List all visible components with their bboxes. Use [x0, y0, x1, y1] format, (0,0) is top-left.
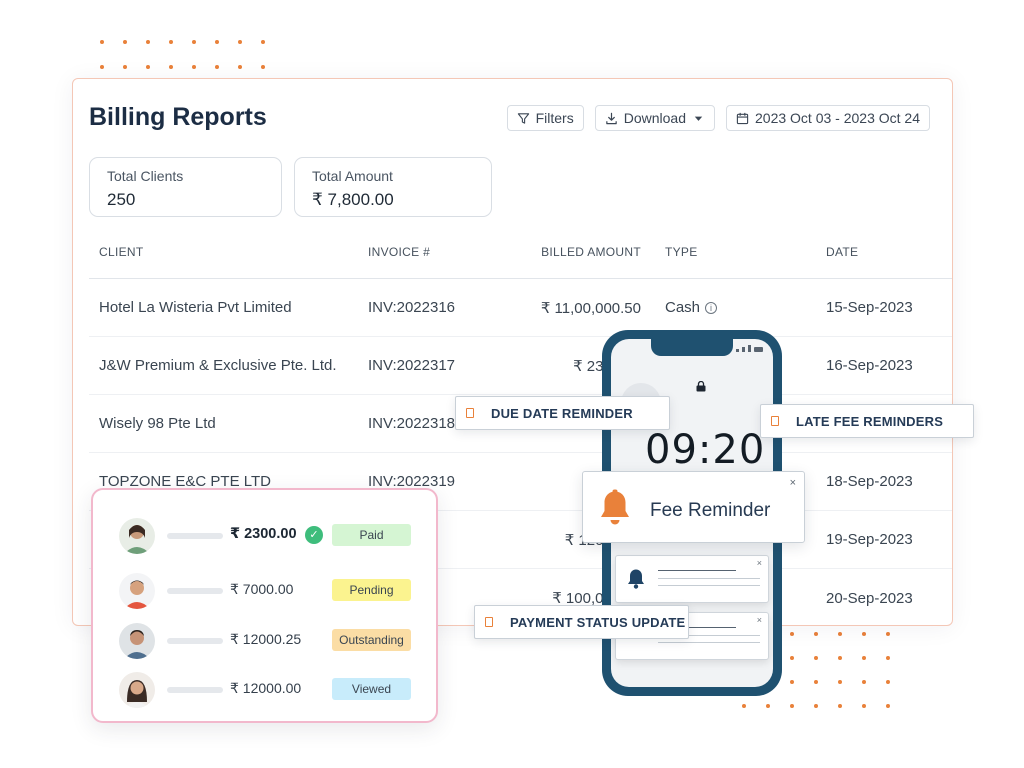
status-badge: Paid — [332, 524, 411, 546]
status-row[interactable]: ₹ 2300.00 ✓ Paid — [119, 516, 419, 556]
phone-clock: 09:20 — [645, 427, 766, 473]
column-header-date[interactable]: DATE — [826, 244, 859, 259]
status-amount: ₹ 12000.00 — [230, 680, 302, 696]
status-row[interactable]: ₹ 12000.25 Outstanding — [119, 621, 419, 661]
status-badge: Viewed — [332, 678, 411, 700]
table-header: CLIENT INVOICE # BILLED AMOUNT TYPE DATE — [89, 225, 952, 279]
cell-type: Cash i — [655, 299, 816, 316]
document-icon — [466, 408, 474, 418]
column-header-type[interactable]: TYPE — [665, 244, 698, 259]
close-icon[interactable]: × — [789, 477, 796, 489]
avatar — [119, 672, 155, 708]
payment-status-update-tag[interactable]: PAYMENT STATUS UPDATE — [474, 605, 689, 639]
document-icon — [485, 617, 493, 627]
late-fee-reminders-tag[interactable]: LATE FEE REMINDERS — [760, 404, 974, 438]
placeholder-bar — [167, 687, 223, 693]
column-header-billed-amount[interactable]: BILLED AMOUNT — [541, 244, 641, 259]
calendar-icon — [736, 112, 749, 124]
cell-invoice: INV:2022317 — [368, 357, 456, 374]
check-icon: ✓ — [305, 526, 323, 544]
close-icon[interactable]: × — [756, 558, 762, 568]
total-amount-stat: Total Amount ₹ 7,800.00 — [294, 157, 492, 217]
total-clients-value: 250 — [107, 190, 136, 209]
total-amount-label: Total Amount — [312, 168, 393, 184]
download-icon — [605, 112, 617, 124]
cell-client: Hotel La Wisteria Pvt Limited — [99, 299, 292, 316]
total-clients-label: Total Clients — [107, 168, 184, 184]
date-range-picker[interactable]: 2023 Oct 03 - 2023 Oct 24 — [726, 105, 930, 131]
cell-date: 16-Sep-2023 — [826, 357, 913, 374]
cell-invoice: INV:2022318 — [368, 415, 456, 432]
decorative-dots-top — [100, 40, 265, 69]
placeholder-bar — [167, 533, 223, 539]
cell-invoice: INV:2022319 — [368, 473, 456, 490]
download-button[interactable]: Download — [594, 105, 715, 131]
status-badge: Pending — [332, 579, 411, 601]
document-icon — [771, 416, 779, 426]
status-row[interactable]: ₹ 7000.00 Pending — [119, 571, 419, 611]
cell-amount: ₹ 11,00,000.50 — [540, 299, 641, 317]
fee-reminder-title: Fee Reminder — [650, 500, 771, 521]
status-amount: ₹ 12000.25 — [230, 631, 302, 647]
report-toolbar: Filters Download 2023 Oct 03 - 2023 Oct … — [506, 105, 930, 131]
avatar — [119, 623, 155, 659]
close-icon[interactable]: × — [756, 615, 762, 625]
cell-client: TOPZONE E&C PTE LTD — [99, 473, 271, 490]
placeholder-bar — [167, 588, 223, 594]
download-label: Download — [623, 110, 686, 126]
cell-date: 20-Sep-2023 — [826, 589, 913, 607]
status-amount: ₹ 7000.00 — [230, 581, 294, 597]
chevron-down-icon — [694, 116, 703, 121]
cell-client: Wisely 98 Pte Ltd — [99, 415, 216, 432]
due-date-reminder-tag[interactable]: DUE DATE REMINDER — [455, 396, 670, 430]
status-amount: ₹ 2300.00 — [230, 526, 297, 542]
late-fee-reminders-label: LATE FEE REMINDERS — [796, 413, 944, 429]
column-header-invoice[interactable]: INVOICE # — [368, 244, 431, 259]
cell-client: J&W Premium & Exclusive Pte. Ltd. — [99, 357, 337, 374]
avatar — [119, 518, 155, 554]
cell-date: 19-Sep-2023 — [826, 531, 913, 548]
bell-icon — [628, 569, 644, 589]
table-row[interactable]: Hotel La Wisteria Pvt Limited INV:202231… — [89, 279, 952, 337]
lock-icon — [696, 381, 706, 392]
bell-icon — [601, 489, 629, 525]
filter-icon — [517, 112, 529, 124]
payment-status-update-label: PAYMENT STATUS UPDATE — [510, 614, 686, 630]
filters-button[interactable]: Filters — [506, 105, 584, 131]
cell-date: 15-Sep-2023 — [826, 299, 913, 316]
fee-reminder-notification[interactable]: Fee Reminder × — [582, 471, 805, 543]
placeholder-bar — [167, 638, 223, 644]
info-icon[interactable]: i — [705, 302, 718, 314]
column-header-client[interactable]: CLIENT — [99, 244, 144, 259]
phone-status-icons — [736, 345, 763, 352]
status-row[interactable]: ₹ 12000.00 Viewed — [119, 670, 419, 710]
date-range-text: 2023 Oct 03 - 2023 Oct 24 — [755, 110, 920, 126]
total-amount-value: ₹ 7,800.00 — [312, 190, 394, 209]
status-badge: Outstanding — [332, 629, 411, 651]
cell-type-text: Cash — [665, 299, 701, 316]
table-row[interactable]: J&W Premium & Exclusive Pte. Ltd. INV:20… — [89, 337, 952, 395]
payment-status-card: ₹ 2300.00 ✓ Paid ₹ 7000.00 Pending ₹ 120… — [91, 488, 438, 723]
page-title: Billing Reports — [89, 103, 267, 131]
table-row[interactable]: Wisely 98 Pte Ltd INV:2022318 — [89, 395, 952, 453]
filters-label: Filters — [535, 110, 574, 126]
cell-invoice: INV:2022316 — [368, 299, 456, 316]
phone-notification[interactable]: × — [615, 555, 769, 603]
total-clients-stat: Total Clients 250 — [89, 157, 282, 217]
phone-notch — [651, 339, 733, 356]
cell-date: 18-Sep-2023 — [826, 473, 913, 490]
due-date-reminder-label: DUE DATE REMINDER — [491, 405, 633, 421]
avatar — [119, 573, 155, 609]
